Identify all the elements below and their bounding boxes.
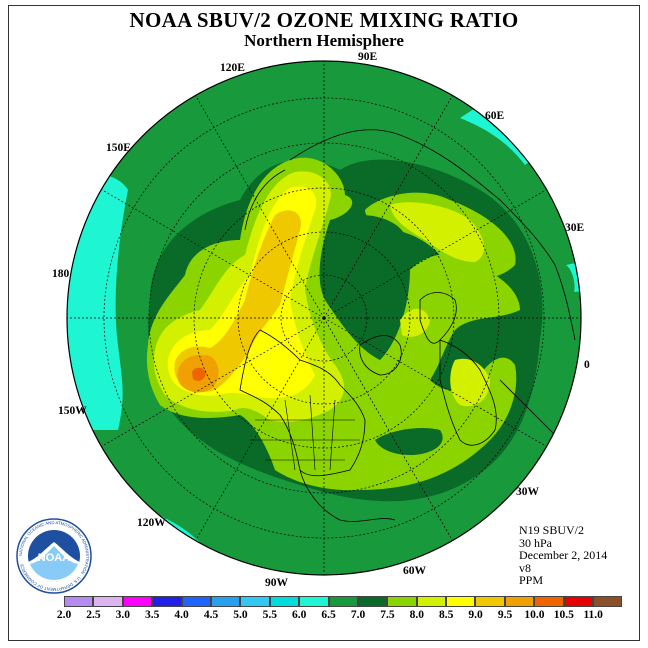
colorbar-swatch <box>93 596 123 607</box>
colorbar-swatch <box>387 596 417 607</box>
colorbar-tick-label: 9.5 <box>497 609 513 621</box>
lon-label-90w: 90W <box>265 577 288 589</box>
colorbar-tick-label: 2.0 <box>56 609 72 621</box>
colorbar-tick-label: 7.0 <box>350 609 366 621</box>
colorbar-swatch <box>122 596 153 607</box>
info-version: v8 <box>519 560 531 575</box>
colorbar-swatch <box>299 596 329 607</box>
us-state-borders <box>250 394 360 471</box>
colorbar-tick-label: 11.0 <box>583 609 603 621</box>
noaa-logo: NOAA NATIONAL OCEANIC AND ATMOSPHERIC AD… <box>16 518 92 594</box>
plot-frame <box>8 5 640 641</box>
asia-outline <box>289 129 576 341</box>
ozone-field <box>67 61 581 575</box>
colorbar-tick-label: 5.5 <box>262 609 277 621</box>
field-dark-arctic <box>334 215 410 345</box>
colorbar-tick-label: 5.0 <box>233 609 248 621</box>
colorbar-tick-label: 2.5 <box>86 609 101 621</box>
colorbar-swatch <box>181 596 211 607</box>
field-level-90 <box>174 210 301 392</box>
lon-label-30e: 30E <box>565 222 585 234</box>
alaska-east-asia-outline <box>244 169 286 231</box>
colorbar-tick-label: 8.5 <box>439 609 454 621</box>
colorbar-swatch <box>64 596 94 607</box>
lon-label-180: 180 <box>52 268 70 280</box>
colorbar-tick-label: 8.0 <box>409 609 424 621</box>
lon-label-30w: 30W <box>516 486 539 498</box>
colorbar-swatch <box>357 596 388 607</box>
colorbar-tick-label: 10.5 <box>553 609 574 621</box>
map-boundary <box>66 60 582 576</box>
north-america-outline <box>239 329 366 477</box>
colorbar-tick-label: 9.0 <box>468 609 483 621</box>
colorbar-swatch <box>534 596 564 607</box>
meridians <box>67 61 581 575</box>
info-satellite: N19 SBUV/2 <box>519 523 585 537</box>
page-title: NOAA SBUV/2 OZONE MIXING RATIO <box>129 8 519 32</box>
info-level: 30 hPa <box>519 535 552 550</box>
colorbar-swatch <box>475 596 505 607</box>
info-units: PPM <box>519 573 544 587</box>
field-level-80-northeast <box>390 202 485 262</box>
lon-label-120w: 120W <box>137 517 166 529</box>
colorbar-tick-label: 7.5 <box>380 609 395 621</box>
field-level-100 <box>192 367 206 381</box>
greenland-outline <box>359 335 402 376</box>
europe-outline <box>439 339 497 446</box>
colorbar-swatch <box>328 596 358 607</box>
colorbar-swatch <box>563 596 594 607</box>
info-block: N19 SBUV/2 30 hPa December 2, 2014 v8 PP… <box>519 524 607 587</box>
colorbar-tick-label: 3.0 <box>115 609 130 621</box>
field-dark-atlantic <box>375 428 443 455</box>
lon-label-150w: 150W <box>58 405 87 417</box>
lon-label-0: 0 <box>584 359 590 371</box>
lon-label-60e: 60E <box>485 110 505 122</box>
page-subtitle: Northern Hemisphere <box>244 31 404 50</box>
central-america-outline <box>299 469 396 522</box>
info-date: December 2, 2014 <box>519 548 608 562</box>
lon-label-60w: 60W <box>403 565 426 577</box>
colorbar-swatch <box>446 596 476 607</box>
colorbar-swatch <box>240 596 270 607</box>
lon-label-90e: 90E <box>358 51 378 63</box>
colorbar-swatch <box>416 596 447 607</box>
field-level-80-scandinavia <box>400 308 430 337</box>
lon-label-150e: 150E <box>106 142 131 154</box>
colorbar-tick-label: 10.0 <box>524 609 545 621</box>
lon-label-120e: 120E <box>220 62 245 74</box>
colorbar-tick-label: 6.0 <box>292 609 307 621</box>
logo-text: NOAA <box>38 552 70 564</box>
scandinavia-outline <box>419 292 457 344</box>
colorbar-tick-label: 6.5 <box>321 609 336 621</box>
colorbar-tick-label: 3.5 <box>145 609 160 621</box>
colorbar-tick-label: 4.5 <box>203 609 219 621</box>
colorbar-swatch <box>593 596 623 607</box>
colorbar-swatch <box>152 596 182 607</box>
colorbar <box>64 596 623 607</box>
colorbar-tick-label: 4.0 <box>174 609 189 621</box>
coastlines <box>239 129 576 522</box>
colorbar-swatch <box>210 596 241 607</box>
colorbar-swatch <box>504 596 535 607</box>
colorbar-swatch <box>269 596 300 607</box>
